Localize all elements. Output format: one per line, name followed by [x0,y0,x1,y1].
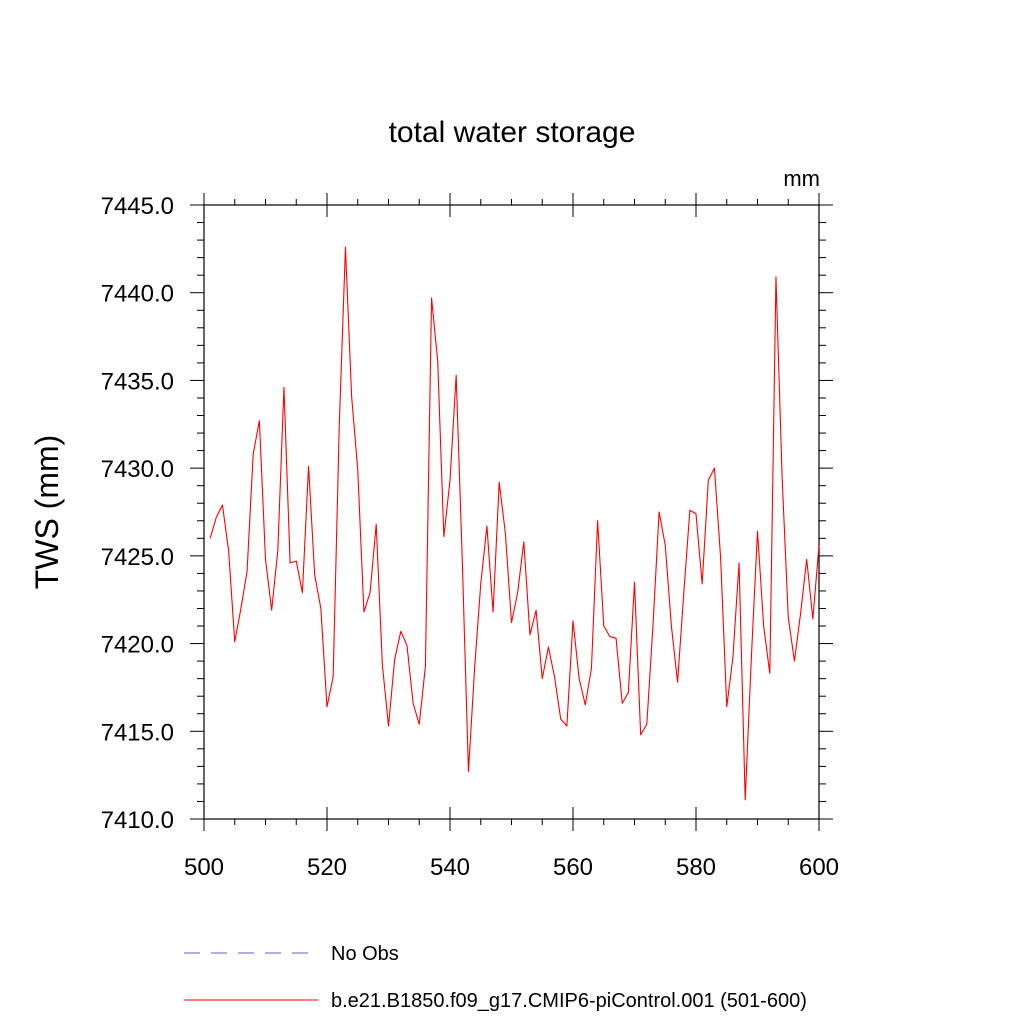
y-tick-label: 7415.0 [101,719,174,746]
y-tick-label: 7425.0 [101,544,174,571]
y-tick-label: 7420.0 [101,632,174,659]
y-tick-label: 7440.0 [101,281,174,308]
plot-frame [203,204,820,820]
y-tick-label: 7435.0 [101,368,174,395]
x-tick-label: 540 [430,854,470,881]
tick-labels-layer: 500 520 540 560 580 600 7410.0 7415.0 7420.0 7425… [101,193,839,881]
x-tick-label: 580 [676,854,716,881]
chart-title: total water storage [389,116,636,149]
legend-label: No Obs [331,943,399,965]
x-tick-label: 520 [307,854,347,881]
y-axis-label: TWS (mm) [29,435,65,590]
units-label: mm [783,166,820,191]
series-line [209,246,820,801]
legend: No Obs b.e21.B1850.f09_g17.CMIP6-piContro… [184,943,807,1012]
x-tick-label: 560 [553,854,593,881]
y-tick-label: 7445.0 [101,193,174,220]
ticks-layer [190,193,833,831]
x-tick-label: 500 [184,854,224,881]
x-tick-label: 600 [799,854,839,881]
series-layer [209,246,820,801]
legend-label: b.e21.B1850.f09_g17.CMIP6-piControl.001 … [331,990,807,1012]
y-tick-label: 7410.0 [101,807,174,834]
y-tick-label: 7430.0 [101,456,174,483]
